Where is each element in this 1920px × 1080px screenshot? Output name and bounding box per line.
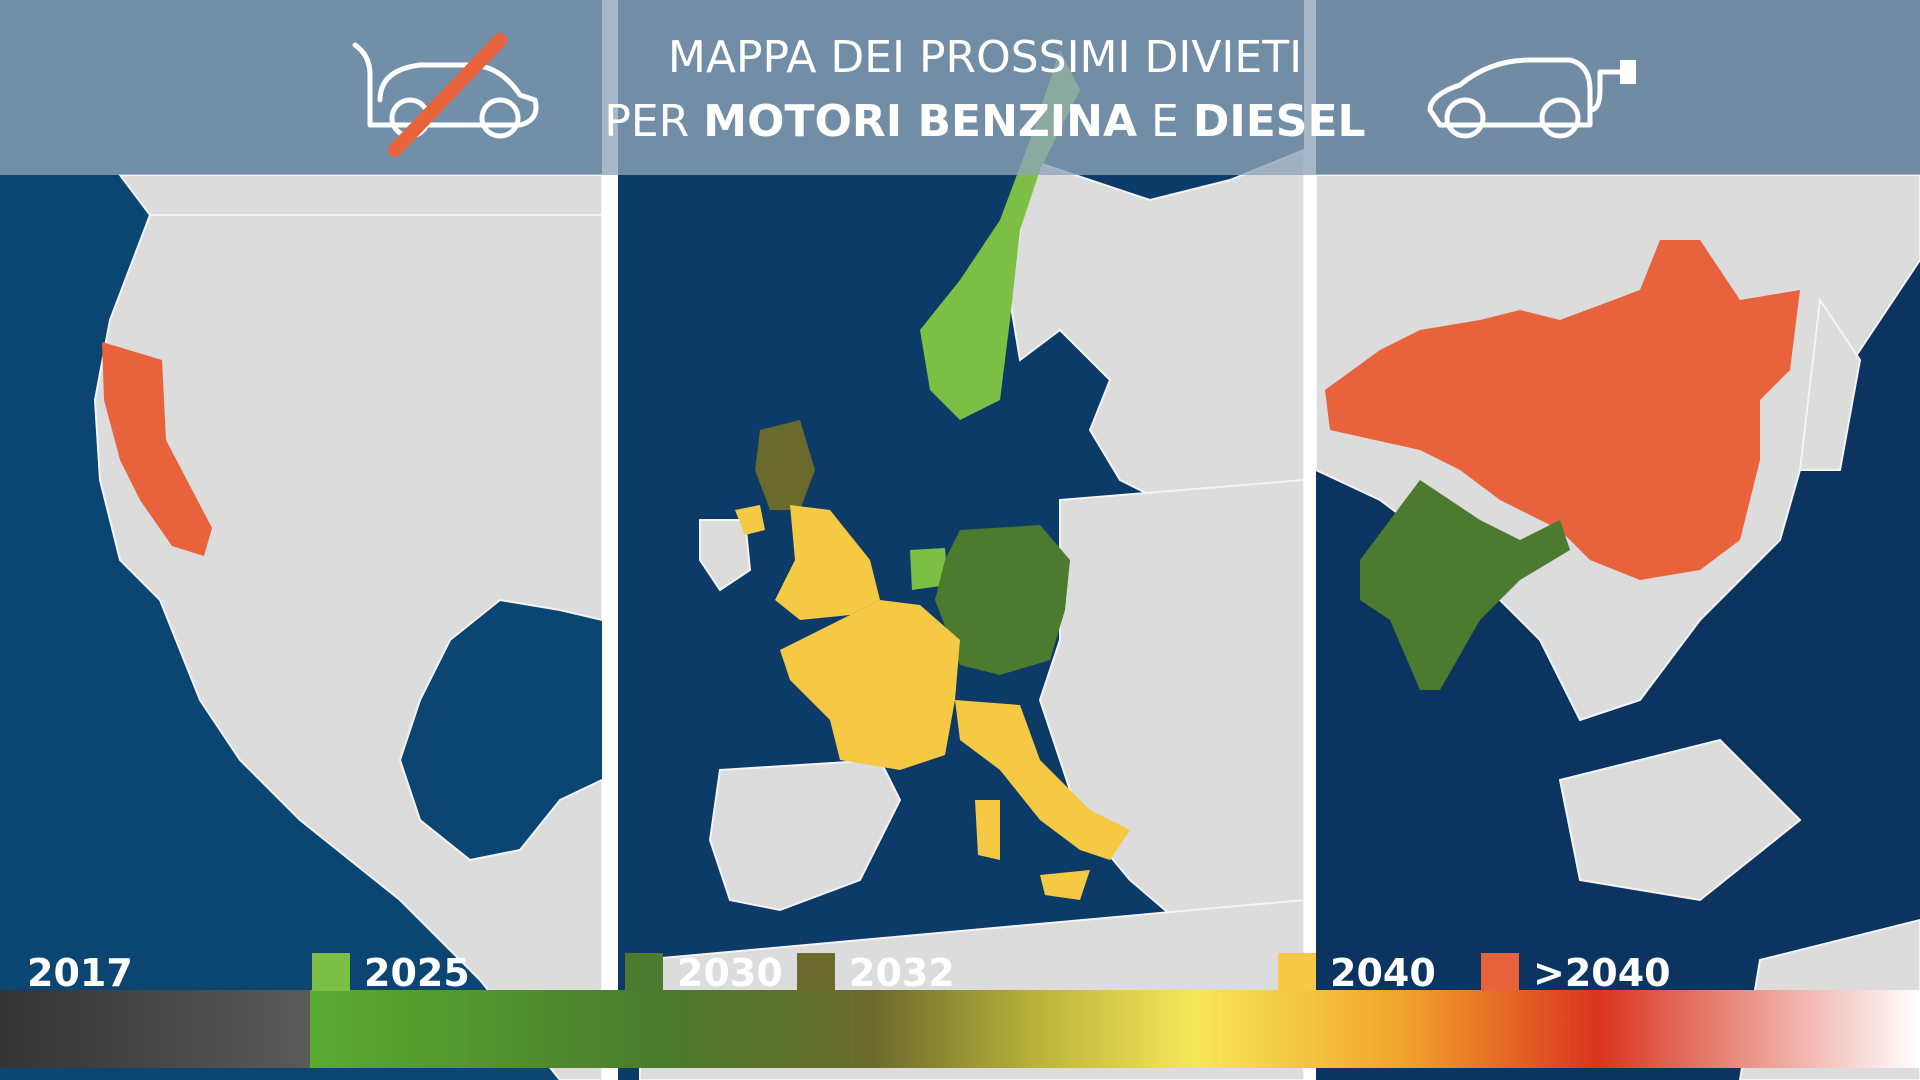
legend-label: >2040 <box>1533 951 1671 995</box>
icon-banned-car <box>352 33 539 157</box>
icon-electric-car <box>1427 57 1636 139</box>
region-uk <box>775 505 880 620</box>
title-line-2: PER MOTORI BENZINA E DIESEL <box>604 96 1365 147</box>
legend-label: 2025 <box>364 951 470 995</box>
region-sicily <box>1040 870 1090 900</box>
header-band <box>0 0 1920 175</box>
region-india <box>1360 480 1570 690</box>
legend-start: 2017 <box>27 951 133 995</box>
legend-swatch <box>1481 953 1519 991</box>
region-italy <box>955 700 1130 860</box>
legend-swatch <box>625 953 663 991</box>
title-bold: MOTORI BENZINA <box>703 96 1137 147</box>
region-china <box>1325 240 1800 580</box>
region-sardinia <box>975 800 1000 860</box>
map-europe <box>618 0 1304 1080</box>
legend-swatch <box>1278 953 1316 991</box>
legend-label: 2040 <box>1330 951 1436 995</box>
title-bold: DIESEL <box>1193 96 1366 147</box>
legend: 2025 2030 2032 2040 >2040 <box>312 951 1671 995</box>
legend-swatch <box>312 953 350 991</box>
region-california <box>102 342 212 556</box>
title-word: E <box>1151 96 1179 147</box>
region-ireland <box>735 505 765 535</box>
title-word: PER <box>604 96 689 147</box>
legend-swatch <box>797 953 835 991</box>
legend-label: 2032 <box>849 951 955 995</box>
legend-label: 2030 <box>677 951 783 995</box>
map-america <box>0 0 602 1080</box>
title-line-1: MAPPA DEI PROSSIMI DIVIETI <box>668 32 1302 83</box>
region-france <box>780 600 960 770</box>
region-germany <box>935 525 1070 675</box>
timeline-start <box>0 990 310 1068</box>
region-scotland <box>755 420 815 510</box>
timeline-bar <box>310 990 1920 1068</box>
map-asia <box>1316 0 1920 1080</box>
region-netherlands <box>910 548 948 590</box>
